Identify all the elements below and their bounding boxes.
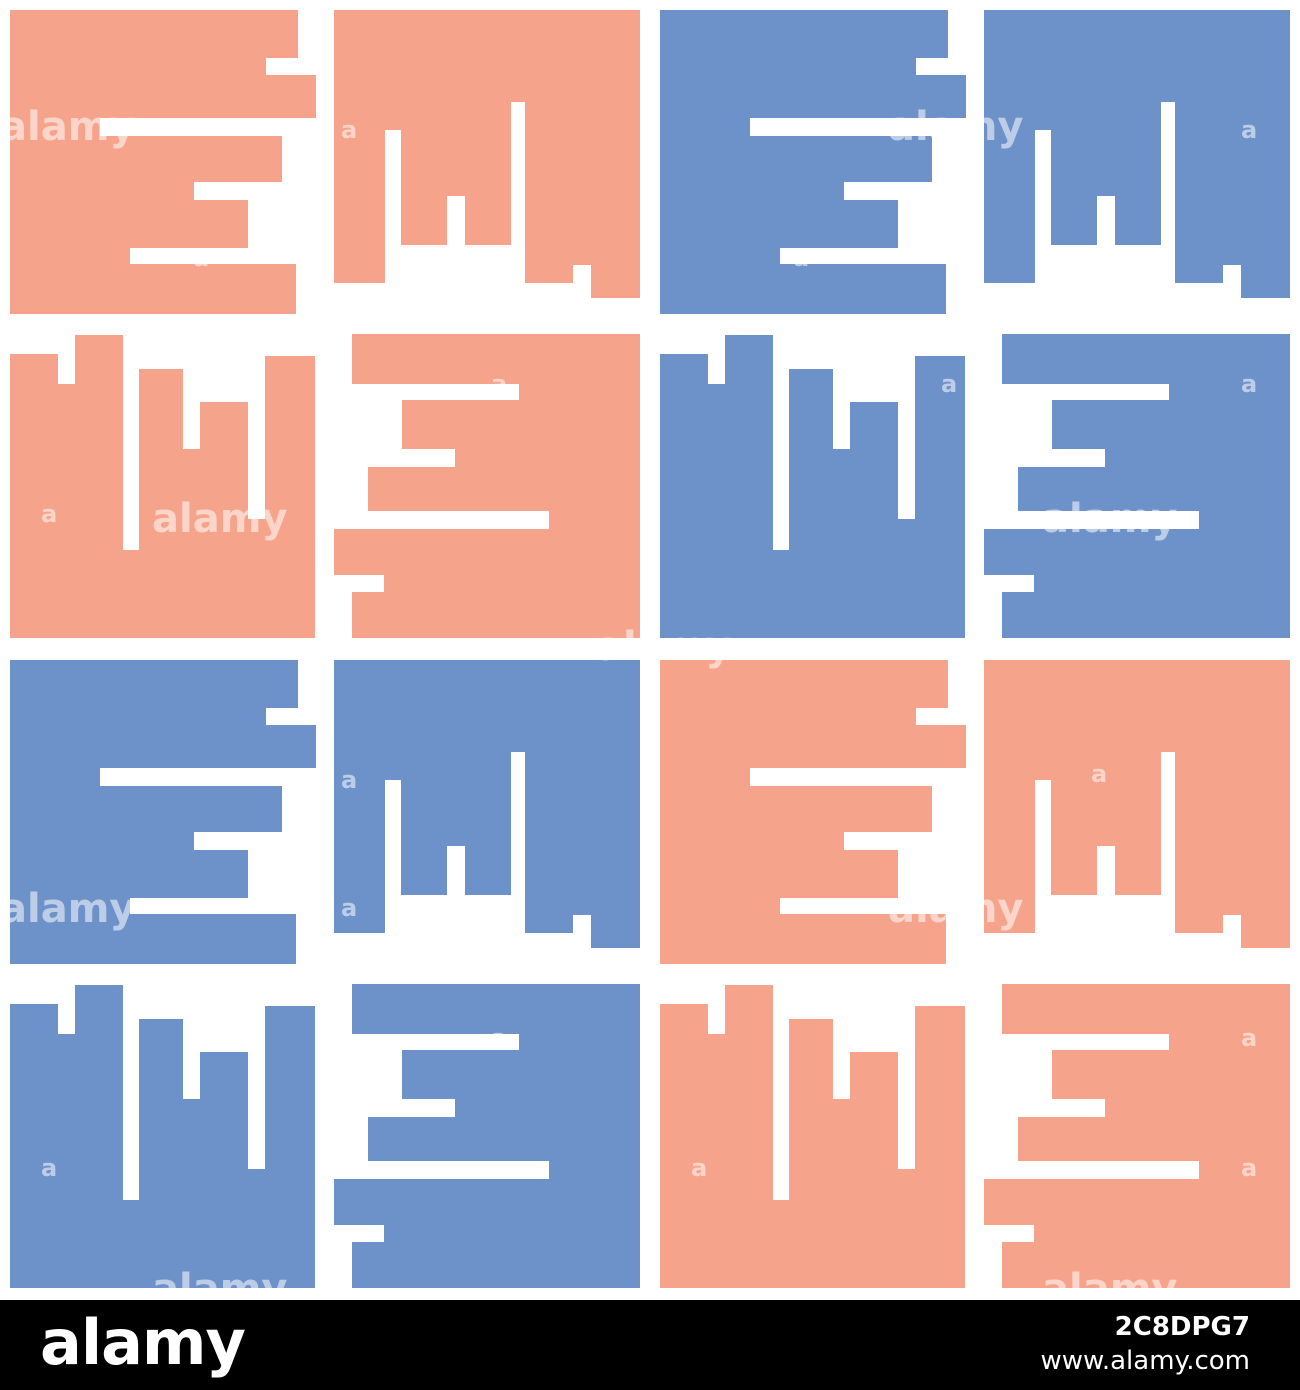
watermark-layer: alamy alamy alamy alamy alamy alamy alam… [0, 104, 1257, 1300]
pattern-area: alamy alamy alamy alamy alamy alamy alam… [0, 10, 1290, 1300]
watermark-letter: a [491, 370, 507, 398]
watermark-letter: a [793, 760, 809, 788]
watermark-letter: a [341, 116, 357, 144]
watermark-word: alamy [152, 1266, 287, 1300]
watermark-letter: a [193, 760, 209, 788]
watermark-letter: a [1241, 116, 1257, 144]
site-url[interactable]: www.alamy.com [1040, 1346, 1250, 1376]
watermark-letter: a [941, 370, 957, 398]
watermark-letter: a [691, 1154, 707, 1182]
tiled-em-pattern: alamy alamy alamy alamy alamy alamy alam… [0, 10, 1290, 1300]
alamy-logo[interactable]: alamy [40, 1306, 246, 1379]
footer-info: 2C8DPG7 www.alamy.com [990, 1310, 1250, 1378]
watermark-letter: a [793, 244, 809, 272]
watermark-letter: a [1241, 370, 1257, 398]
watermark-letter: a [1241, 1024, 1257, 1052]
em-tile-group [10, 660, 640, 1288]
watermark-word: alamy [888, 104, 1023, 150]
watermark-letter: a [1091, 894, 1107, 922]
watermark-word: alamy [0, 886, 135, 932]
watermark-word: alamy [888, 886, 1023, 932]
watermark-letter: a [193, 244, 209, 272]
watermark-word: alamy [1042, 496, 1177, 542]
watermark-letter: a [491, 1024, 507, 1052]
em-tile-group [660, 660, 1290, 1288]
image-id: 2C8DPG7 [1114, 1312, 1250, 1342]
watermark-word: alamy [1042, 1266, 1177, 1300]
watermark-letter: a [41, 1154, 57, 1182]
watermark-word: alamy [0, 104, 135, 150]
quadrant-bottom-right [660, 660, 1290, 1288]
watermark-letter: a [41, 500, 57, 528]
watermark-letter: a [491, 244, 507, 272]
watermark-letter: a [1241, 1154, 1257, 1182]
watermark-letter: a [341, 766, 357, 794]
quadrant-bottom-left [10, 660, 640, 1288]
watermark-word: alamy [152, 496, 287, 542]
watermark-word: alamy [596, 624, 731, 670]
footer-bar: alamy 2C8DPG7 www.alamy.com [0, 1300, 1300, 1390]
watermark-letter: a [341, 894, 357, 922]
watermark-letter: a [1091, 760, 1107, 788]
